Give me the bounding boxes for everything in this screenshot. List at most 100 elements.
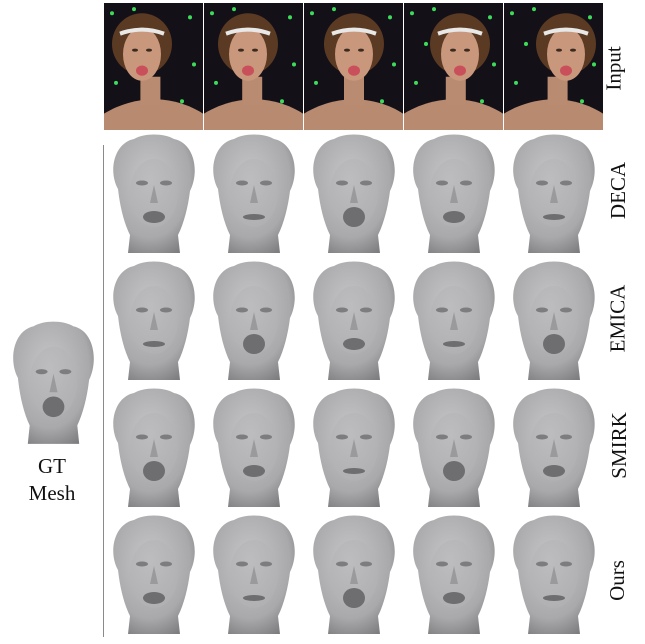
tracking-marker [480, 99, 484, 104]
tracking-marker [510, 11, 514, 16]
mesh-right-eye [460, 434, 472, 440]
mesh-left-eye [236, 561, 248, 567]
mesh-mouth [143, 211, 165, 223]
tongue [136, 65, 148, 76]
mesh-right-eye [260, 434, 272, 440]
mesh-left-eye [436, 307, 448, 313]
mesh-mouth [243, 465, 265, 477]
smirk-cell-2 [204, 385, 303, 509]
mesh-left-eye [336, 307, 348, 313]
tracking-marker [414, 80, 418, 85]
tracking-marker [580, 99, 584, 104]
deca-cell-5 [504, 131, 603, 255]
tongue [242, 65, 254, 76]
mesh-left-eye [436, 180, 448, 186]
mesh-left-eye [436, 434, 448, 440]
mesh-left-eye [136, 561, 148, 567]
face-mesh-render [513, 261, 595, 380]
row-label-ours: Ours [604, 560, 629, 601]
face-mesh-render [113, 134, 195, 253]
tracking-marker [288, 15, 292, 20]
subject-photo [504, 3, 603, 130]
face [441, 27, 479, 81]
face-mesh-render [213, 261, 295, 380]
mesh-right-eye [260, 307, 272, 313]
face-mesh-render [513, 134, 595, 253]
face-mesh-render [413, 261, 495, 380]
mesh-right-eye [460, 180, 472, 186]
tracking-marker [180, 99, 184, 104]
tracking-marker [588, 15, 592, 20]
face-mesh-render [213, 515, 295, 634]
face [335, 27, 373, 81]
tracking-marker [392, 62, 396, 67]
face-mesh-render [413, 134, 495, 253]
tracking-marker [492, 62, 496, 67]
mesh-left-eye [536, 561, 548, 567]
mesh-mouth [143, 341, 165, 347]
tracking-marker [214, 80, 218, 85]
mesh-left-eye [336, 180, 348, 186]
mesh-right-eye [360, 561, 372, 567]
mesh-right-eye [360, 180, 372, 186]
subject-photo [204, 3, 303, 130]
mesh-right-eye [260, 180, 272, 186]
mesh-mouth [543, 214, 565, 220]
subject-photo [104, 3, 203, 130]
mesh-right-eye [560, 180, 572, 186]
face [229, 27, 267, 81]
ours-cell-2 [204, 512, 303, 636]
mesh-mouth [443, 211, 465, 223]
mesh-right-eye [360, 307, 372, 313]
subject-photo [404, 3, 503, 130]
mesh-mouth [543, 334, 565, 354]
mesh-left-eye [35, 369, 48, 375]
mesh-left-eye [136, 180, 148, 186]
mesh-right-eye [59, 369, 72, 375]
ours-cell-3 [304, 512, 403, 636]
face-mesh-render [313, 388, 395, 507]
mesh-right-eye [560, 307, 572, 313]
mesh-right-eye [460, 307, 472, 313]
mesh-left-eye [236, 307, 248, 313]
face-mesh-render [413, 515, 495, 634]
mesh-right-eye [260, 561, 272, 567]
mesh-left-eye [536, 180, 548, 186]
face-mesh-render [213, 134, 295, 253]
face-mesh-render [113, 515, 195, 634]
input-cell-3 [304, 3, 403, 130]
mesh-right-eye [160, 561, 172, 567]
face-mesh-render [213, 388, 295, 507]
emica-cell-4 [404, 258, 503, 382]
input-cell-5 [504, 3, 603, 130]
face-mesh-render [513, 515, 595, 634]
vertical-divider [103, 145, 104, 637]
mesh-mouth [243, 595, 265, 601]
tracking-marker [532, 7, 536, 12]
emica-cell-2 [204, 258, 303, 382]
deca-cell-4 [404, 131, 503, 255]
mesh-mouth [143, 461, 165, 481]
tracking-marker [132, 7, 136, 12]
deca-cell-2 [204, 131, 303, 255]
mesh-mouth [343, 468, 365, 474]
mesh-right-eye [560, 434, 572, 440]
input-cell-2 [204, 3, 303, 130]
tracking-marker [592, 62, 596, 67]
tracking-marker [280, 99, 284, 104]
row-label-smirk: SMIRK [606, 412, 631, 479]
face-mesh-render [513, 388, 595, 507]
smirk-cell-1 [104, 385, 203, 509]
mesh-left-eye [436, 561, 448, 567]
tracking-marker [292, 62, 296, 67]
ours-cell-5 [504, 512, 603, 636]
face-mesh-render [313, 261, 395, 380]
mesh-mouth [443, 341, 465, 347]
emica-cell-3 [304, 258, 403, 382]
tracking-marker [524, 41, 528, 47]
mesh-left-eye [336, 434, 348, 440]
tracking-marker [410, 11, 414, 16]
mesh-mouth [42, 396, 65, 418]
subject-photo [304, 3, 403, 130]
